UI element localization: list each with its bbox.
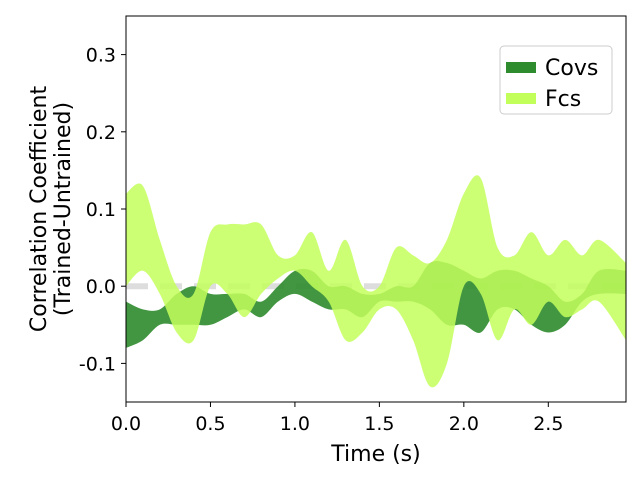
x-tick-label: 1.5: [364, 413, 394, 435]
x-tick-label: 0.5: [195, 413, 225, 435]
y-tick-label: 0.1: [86, 199, 116, 221]
y-tick-label: 0.2: [86, 122, 116, 144]
y-axis-label-line-1: Correlation Coefficient: [27, 86, 52, 333]
x-tick-label: 0.0: [111, 413, 141, 435]
legend-label-covs: Covs: [545, 56, 598, 81]
x-tick-label: 2.0: [449, 413, 479, 435]
legend-swatch-covs: [506, 62, 536, 73]
legend-label-fcs: Fcs: [545, 87, 581, 112]
x-tick-label: 1.0: [280, 413, 310, 435]
plot-area: [126, 175, 626, 388]
series-band-fcs: [126, 175, 626, 388]
y-axis-label: Correlation Coefficient (Trained-Untrain…: [27, 86, 76, 333]
axis-ticks: 0.0 0.5 1.0 1.5 2.0 2.5 -0.1 0.0 0.1 0.2 0.3: [79, 45, 563, 435]
legend: Covs Fcs: [499, 45, 613, 115]
legend-swatch-fcs: [506, 93, 536, 104]
y-tick-label: -0.1: [79, 353, 116, 375]
x-axis-label: Time (s): [330, 442, 420, 467]
y-tick-label: 0.3: [86, 45, 116, 67]
y-axis-label-line-2: (Trained-Untrained): [51, 102, 76, 316]
y-tick-label: 0.0: [86, 276, 116, 298]
x-tick-label: 2.5: [533, 413, 563, 435]
